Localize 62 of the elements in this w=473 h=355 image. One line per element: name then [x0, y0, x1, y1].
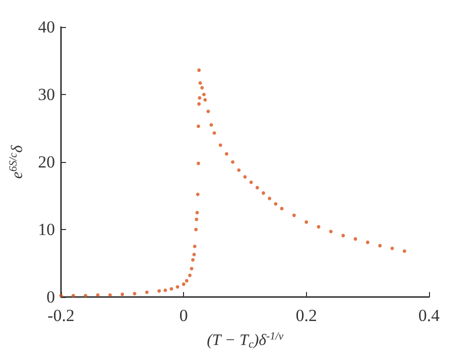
point — [243, 175, 247, 179]
point — [120, 292, 124, 296]
point — [192, 244, 196, 248]
point — [196, 124, 200, 128]
point — [188, 274, 192, 278]
point — [230, 160, 234, 164]
point — [249, 180, 253, 184]
point — [84, 294, 88, 298]
point — [170, 287, 174, 291]
x-tick-label: 0.4 — [418, 306, 440, 325]
point — [157, 289, 161, 293]
point — [164, 288, 168, 292]
point — [378, 244, 382, 248]
point — [132, 292, 136, 296]
point — [304, 220, 308, 224]
point — [256, 186, 260, 190]
point — [202, 92, 206, 96]
point — [196, 162, 200, 166]
point — [316, 225, 320, 229]
x-tick-label: 0.2 — [296, 306, 317, 325]
point — [190, 266, 194, 270]
point — [210, 123, 214, 127]
point — [96, 293, 100, 297]
point — [341, 234, 345, 238]
point — [182, 282, 186, 286]
point — [224, 152, 228, 156]
point — [212, 131, 216, 135]
point — [192, 252, 196, 256]
point — [218, 143, 222, 147]
point — [72, 294, 76, 298]
x-tick-label: -0.2 — [48, 306, 74, 325]
point — [145, 290, 149, 294]
y-tick-label: 0 — [46, 288, 55, 306]
point — [203, 98, 207, 102]
x-tick-label: 0 — [179, 306, 188, 325]
point — [292, 214, 296, 218]
y-tick-label: 20 — [38, 152, 55, 172]
y-tick-label: 10 — [38, 220, 55, 239]
y-tick-label: 30 — [38, 85, 55, 104]
point — [198, 96, 202, 100]
point — [198, 81, 202, 85]
y-axis-title: e6S/cδ — [8, 144, 26, 179]
point — [354, 237, 358, 241]
point — [108, 293, 112, 297]
point — [329, 230, 333, 234]
point — [237, 168, 241, 172]
point — [206, 110, 210, 114]
point — [195, 210, 199, 214]
point — [184, 279, 188, 283]
point — [274, 202, 278, 206]
point — [194, 218, 198, 222]
point — [366, 240, 370, 244]
point — [390, 246, 394, 250]
point — [200, 86, 204, 90]
point — [402, 249, 406, 253]
point — [280, 206, 284, 210]
point — [196, 192, 200, 196]
point — [176, 285, 180, 289]
point — [197, 68, 201, 72]
point — [262, 191, 266, 195]
y-tick-label: 40 — [38, 18, 55, 36]
point — [191, 258, 195, 262]
